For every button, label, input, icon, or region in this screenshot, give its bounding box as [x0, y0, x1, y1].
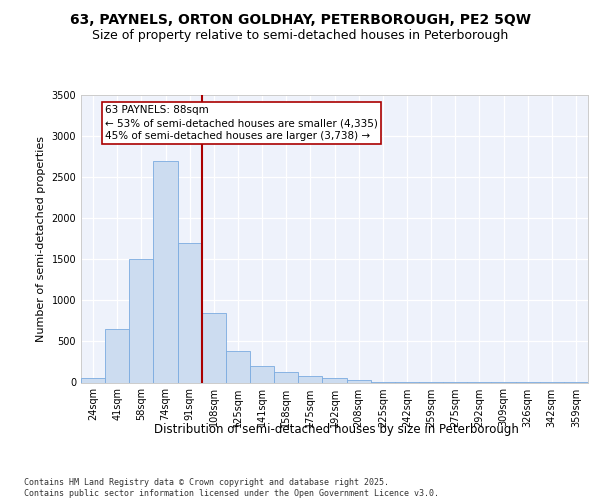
Bar: [347, 380, 371, 382]
Bar: [298, 376, 322, 382]
Bar: [274, 372, 298, 382]
Text: Size of property relative to semi-detached houses in Peterborough: Size of property relative to semi-detach…: [92, 29, 508, 42]
Text: 63 PAYNELS: 88sqm
← 53% of semi-detached houses are smaller (4,335)
45% of semi-: 63 PAYNELS: 88sqm ← 53% of semi-detached…: [105, 105, 378, 142]
Text: Distribution of semi-detached houses by size in Peterborough: Distribution of semi-detached houses by …: [154, 422, 518, 436]
Bar: [81, 378, 105, 382]
Bar: [154, 160, 178, 382]
Bar: [105, 329, 129, 382]
Y-axis label: Number of semi-detached properties: Number of semi-detached properties: [36, 136, 46, 342]
Bar: [178, 243, 202, 382]
Text: Contains HM Land Registry data © Crown copyright and database right 2025.
Contai: Contains HM Land Registry data © Crown c…: [24, 478, 439, 498]
Text: 63, PAYNELS, ORTON GOLDHAY, PETERBOROUGH, PE2 5QW: 63, PAYNELS, ORTON GOLDHAY, PETERBOROUGH…: [70, 12, 530, 26]
Bar: [129, 260, 154, 382]
Bar: [322, 378, 347, 382]
Bar: [250, 366, 274, 382]
Bar: [202, 312, 226, 382]
Bar: [226, 352, 250, 382]
